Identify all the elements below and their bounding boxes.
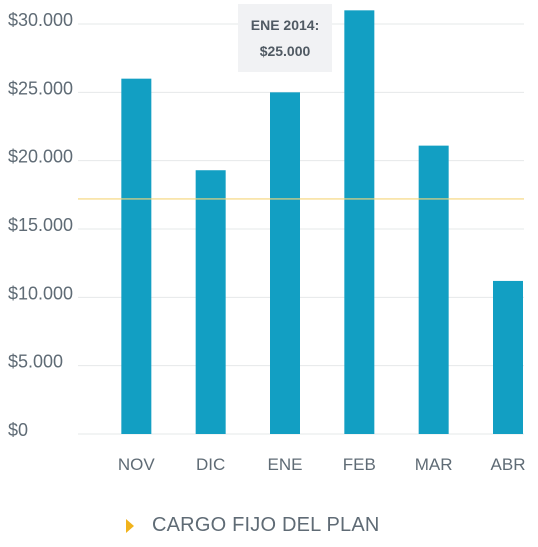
grid-lines [78, 23, 524, 435]
y-tick-label: $10.000 [8, 283, 73, 303]
y-tick-label: $20.000 [8, 147, 73, 167]
y-tick-label: $30.000 [8, 10, 73, 30]
legend[interactable]: CARGO FIJO DEL PLAN [126, 514, 380, 537]
x-tick-label: FEB [343, 455, 376, 474]
x-tick-label: NOV [118, 455, 156, 474]
y-tick-label: $0 [8, 420, 28, 440]
y-tick-label: $5.000 [8, 352, 63, 372]
y-axis-ticks: $0 $5.000 $10.000 $15.000 $20.000 $25.000 $30.… [8, 10, 73, 440]
tooltip-box [238, 4, 332, 72]
bar-mar[interactable] [418, 145, 449, 434]
triangle-right-icon [126, 518, 134, 533]
bar-chart: $0 $5.000 $10.000 $15.000 $20.000 $25.000 $30.… [8, 4, 526, 474]
x-tick-label: DIC [196, 455, 225, 474]
x-tick-label: ENE [268, 455, 303, 474]
x-axis-ticks: NOV DIC ENE FEB MAR ABR [118, 455, 526, 474]
x-tick-label: ABR [491, 455, 526, 474]
y-tick-label: $15.000 [8, 215, 73, 235]
tooltip-value: $25.000 [260, 43, 311, 59]
bar-feb[interactable] [344, 10, 375, 434]
y-tick-label: $25.000 [8, 78, 73, 98]
bar-dic[interactable] [195, 170, 226, 434]
bar-nov[interactable] [121, 78, 152, 435]
x-tick-label: MAR [415, 455, 453, 474]
bar-abr[interactable] [493, 280, 523, 434]
bars [121, 10, 523, 435]
legend-label: CARGO FIJO DEL PLAN [152, 514, 380, 536]
tooltip-title: ENE 2014: [251, 17, 319, 33]
tooltip: ENE 2014: $25.000 [238, 4, 332, 72]
bar-ene[interactable] [270, 92, 300, 434]
